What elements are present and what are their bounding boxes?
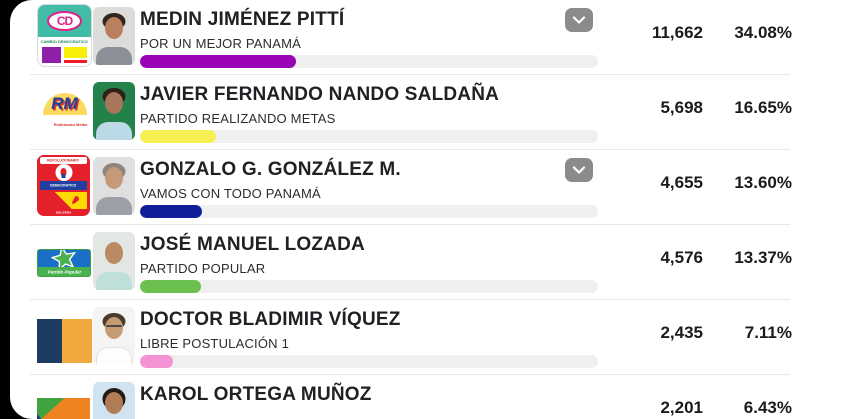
candidate-row: KAROL ORTEGA MUÑOZ 2,201 6.43% bbox=[10, 375, 855, 419]
candidate-photo bbox=[93, 7, 135, 65]
candidate-photo bbox=[93, 382, 135, 419]
candidate-photo bbox=[93, 82, 135, 140]
vote-bar-track bbox=[140, 355, 598, 368]
row-divider bbox=[30, 299, 790, 300]
vote-bar-fill bbox=[140, 205, 203, 218]
party-logo-prd: REVOLUCIONARIO DEMOCRATICO BOLIVERA bbox=[37, 155, 90, 216]
party-logo-cambio-democratico: CD CAMBIO DEMOCRATICO bbox=[37, 4, 92, 67]
vote-bar-fill bbox=[140, 355, 173, 368]
party-logo-libre-postulacion-1 bbox=[37, 319, 92, 363]
vote-percent: 13.37% bbox=[734, 248, 792, 267]
prd-caption-top: REVOLUCIONARIO bbox=[40, 157, 87, 164]
results-card: CD CAMBIO DEMOCRATICO MEDIN JIMÉNEZ PITT… bbox=[10, 0, 855, 419]
cd-logo-top: CD bbox=[38, 5, 91, 37]
candidate-party: PARTIDO POPULAR bbox=[140, 261, 266, 276]
candidate-party: PARTIDO REALIZANDO METAS bbox=[140, 111, 336, 126]
vote-count: 5,698 bbox=[660, 98, 703, 117]
vote-bar-track bbox=[140, 205, 598, 218]
vote-bar-track bbox=[140, 130, 598, 143]
candidate-photo bbox=[93, 232, 135, 290]
candidate-name: JAVIER FERNANDO NANDO SALDAÑA bbox=[140, 84, 500, 105]
vote-percent: 16.65% bbox=[734, 98, 792, 117]
row-divider bbox=[30, 224, 790, 225]
rm-caption: Realizando Metas bbox=[53, 122, 88, 127]
candidate-name: JOSÉ MANUEL LOZADA bbox=[140, 234, 365, 255]
vote-percent: 6.43% bbox=[743, 398, 792, 417]
vote-bar-track bbox=[140, 55, 598, 68]
prd-diagonal bbox=[40, 192, 87, 209]
rooster-icon bbox=[72, 195, 80, 204]
candidate-name: KAROL ORTEGA MUÑOZ bbox=[140, 384, 372, 405]
vote-bar-fill bbox=[140, 130, 217, 143]
candidate-photo bbox=[93, 157, 135, 215]
cd-monogram: CD bbox=[47, 11, 82, 31]
vote-count: 4,655 bbox=[660, 173, 703, 192]
candidate-name: DOCTOR BLADIMIR VÍQUEZ bbox=[140, 309, 401, 330]
star-icon bbox=[51, 250, 77, 271]
party-logo-realizando-metas: RM Realizando Metas bbox=[37, 88, 92, 136]
chevron-down-icon bbox=[572, 166, 586, 174]
candidate-row: Partido Popular JOSÉ MANUEL LOZADA PARTI… bbox=[10, 225, 855, 300]
candidate-row: REVOLUCIONARIO DEMOCRATICO BOLIVERA GONZ… bbox=[10, 150, 855, 225]
row-divider bbox=[30, 149, 790, 150]
prd-caption-middle: DEMOCRATICO bbox=[40, 181, 87, 190]
candidate-row: DOCTOR BLADIMIR VÍQUEZ LIBRE POSTULACIÓN… bbox=[10, 300, 855, 375]
chevron-down-icon bbox=[572, 16, 586, 24]
vote-percent: 7.11% bbox=[744, 323, 792, 342]
prd-caption-bottom: BOLIVERA bbox=[55, 211, 72, 214]
expand-button[interactable] bbox=[565, 158, 593, 182]
prd-torch-emblem bbox=[55, 164, 72, 181]
vote-count: 2,201 bbox=[660, 398, 703, 417]
rm-sun bbox=[43, 93, 87, 115]
vote-bar-fill bbox=[140, 280, 202, 293]
row-divider bbox=[30, 74, 790, 75]
vote-bar-fill bbox=[140, 55, 297, 68]
candidate-name: GONZALO G. GONZÁLEZ M. bbox=[140, 159, 401, 180]
vote-count: 2,435 bbox=[660, 323, 703, 342]
candidate-row: CD CAMBIO DEMOCRATICO MEDIN JIMÉNEZ PITT… bbox=[10, 0, 855, 75]
rm-monogram: RM bbox=[51, 94, 78, 113]
cd-caption: CAMBIO DEMOCRATICO bbox=[38, 37, 91, 45]
candidate-row: RM Realizando Metas JAVIER FERNANDO NAND… bbox=[10, 75, 855, 150]
expand-button[interactable] bbox=[565, 8, 593, 32]
party-logo-libre-postulacion-2 bbox=[37, 398, 90, 419]
party-logo-partido-popular: Partido Popular bbox=[37, 249, 91, 277]
vote-percent: 34.08% bbox=[734, 23, 792, 42]
candidate-name: MEDIN JIMÉNEZ PITTÍ bbox=[140, 9, 345, 30]
candidate-party: POR UN MEJOR PANAMÁ bbox=[140, 36, 302, 51]
candidate-party: LIBRE POSTULACIÓN 1 bbox=[140, 336, 290, 351]
candidate-photo bbox=[93, 307, 135, 365]
vote-count: 4,576 bbox=[660, 248, 703, 267]
vote-percent: 13.60% bbox=[734, 173, 792, 192]
vote-count: 11,662 bbox=[651, 23, 703, 42]
pp-caption: Partido Popular bbox=[38, 267, 90, 276]
candidate-party: VAMOS CON TODO PANAMÁ bbox=[140, 186, 321, 201]
vote-bar-track bbox=[140, 280, 598, 293]
row-divider bbox=[30, 374, 790, 375]
glasses bbox=[106, 325, 122, 331]
